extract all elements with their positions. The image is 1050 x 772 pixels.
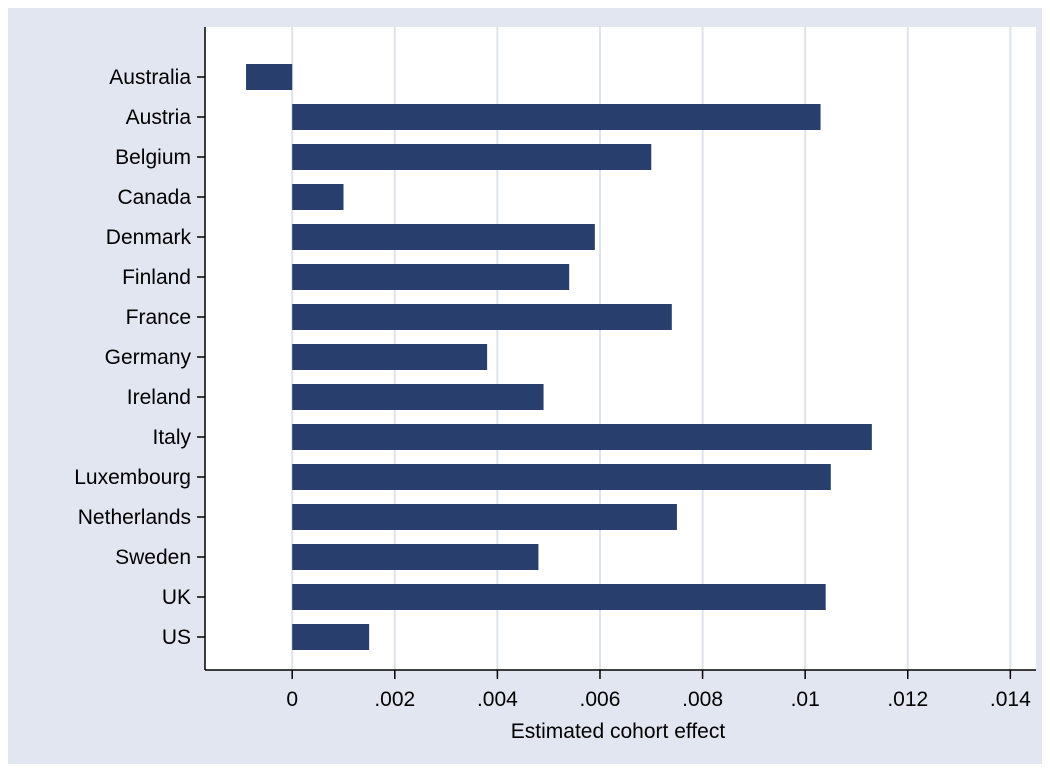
bar-france — [292, 304, 672, 330]
x-axis-ticks: 0 .002 .004 .006 .008 .01 .012 .014 — [286, 670, 1031, 711]
y-category-label: Canada — [117, 186, 191, 209]
bar-netherlands — [292, 504, 677, 530]
bar-sweden — [292, 544, 539, 570]
y-category-label: Netherlands — [78, 506, 191, 529]
bar-us — [292, 624, 370, 650]
y-category-label: Italy — [152, 426, 191, 449]
bar-ireland — [292, 384, 544, 410]
y-category-label: Germany — [105, 346, 192, 369]
bar-australia — [246, 64, 293, 90]
bar-uk — [292, 584, 826, 610]
y-category-label: Finland — [122, 266, 191, 289]
x-tick-label: 0 — [286, 688, 298, 711]
y-axis-categories: Australia Austria Belgium Canada Denmark Finl… — [74, 66, 205, 649]
x-tick-label: .006 — [580, 688, 621, 711]
y-category-label: Sweden — [115, 546, 191, 569]
x-tick-label: .008 — [682, 688, 723, 711]
y-category-label: UK — [162, 586, 191, 609]
y-category-label: Austria — [126, 106, 192, 129]
x-tick-label: .004 — [477, 688, 518, 711]
y-category-label: US — [162, 626, 191, 649]
bar-canada — [292, 184, 344, 210]
x-axis-title: Estimated cohort effect — [511, 720, 726, 743]
bar-austria — [292, 104, 821, 130]
y-category-label: Belgium — [115, 146, 191, 169]
bar-chart: 0.002.004.006.008.01.012.014 AustraliaAu… — [74, 27, 1036, 743]
bar-germany — [292, 344, 488, 370]
x-tick-label: .01 — [791, 688, 820, 711]
bar-luxembourg — [292, 464, 831, 490]
bar-italy — [292, 424, 872, 450]
y-category-label: Luxembourg — [74, 466, 191, 489]
chart-frame: 0.002.004.006.008.01.012.014 Australia Au… — [8, 8, 1042, 764]
y-category-label: France — [126, 306, 191, 329]
y-category-label: Denmark — [106, 226, 192, 249]
bars — [246, 64, 872, 650]
y-category-label: Ireland — [127, 386, 191, 409]
bar-denmark — [292, 224, 595, 250]
bar-finland — [292, 264, 570, 290]
bar-belgium — [292, 144, 652, 170]
x-tick-label: .014 — [990, 688, 1031, 711]
x-tick-label: .012 — [887, 688, 928, 711]
y-category-label: Australia — [109, 66, 191, 89]
x-tick-label: .002 — [374, 688, 415, 711]
